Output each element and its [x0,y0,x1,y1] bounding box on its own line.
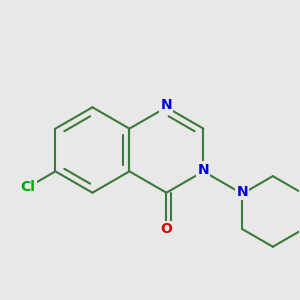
Text: Cl: Cl [21,180,35,194]
Text: O: O [160,222,172,236]
Text: N: N [160,98,172,112]
Text: N: N [198,163,209,176]
Text: N: N [236,185,248,199]
